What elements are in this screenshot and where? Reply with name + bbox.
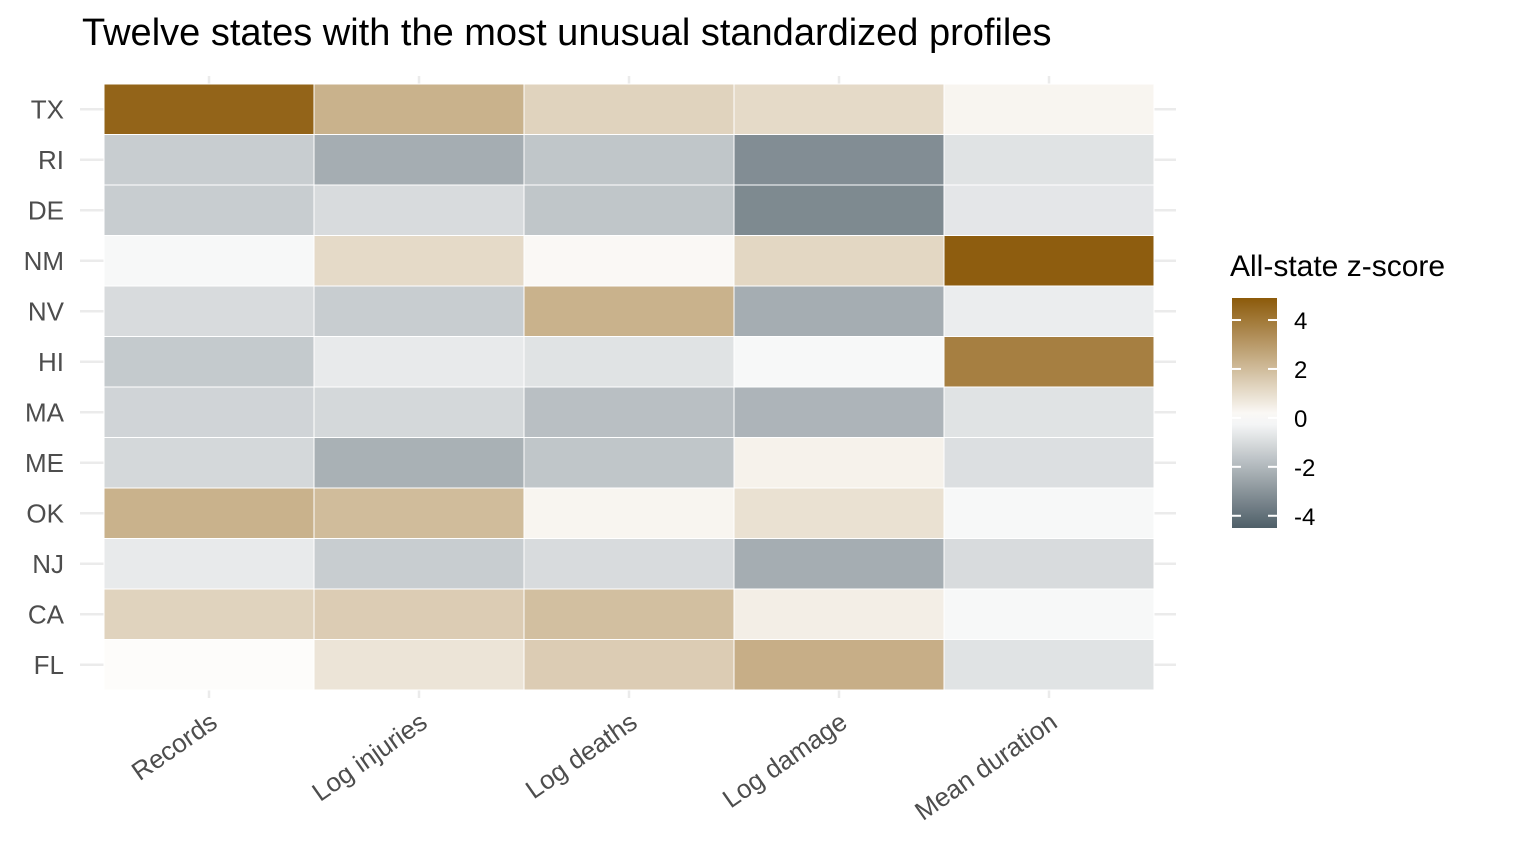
heatmap-tile — [523, 588, 735, 640]
heatmap-tile — [103, 487, 315, 539]
heatmap-tile — [733, 437, 945, 489]
heatmap-tile — [733, 83, 945, 135]
legend-tick-label: -4 — [1294, 504, 1315, 531]
x-axis: Records Log injuries Log deaths Log damage M… — [126, 706, 1063, 826]
heatmap-tile — [943, 639, 1155, 691]
legend-tick-label: 4 — [1294, 308, 1307, 335]
heatmap-tile — [313, 235, 525, 287]
heatmap-tile — [733, 487, 945, 539]
heatmap-tile — [733, 184, 945, 236]
y-tick-label: HI — [38, 347, 64, 377]
heatmap-tile — [943, 588, 1155, 640]
heatmap-tile — [103, 285, 315, 337]
heatmap-tile — [943, 184, 1155, 236]
heatmap-tile — [943, 83, 1155, 135]
heatmap-tile — [523, 134, 735, 186]
heatmap-tile — [733, 639, 945, 691]
heatmap-tile — [733, 134, 945, 186]
heatmap-tile — [103, 83, 315, 135]
legend-title: All-state z-score — [1230, 250, 1445, 283]
heatmap-tile — [313, 336, 525, 388]
heatmap-tile — [103, 437, 315, 489]
x-tick-label: Log damage — [717, 706, 853, 813]
legend-ticks: 4 2 0 -2 -4 — [1232, 308, 1315, 531]
y-tick-label: DE — [28, 195, 64, 225]
heatmap-tile — [943, 285, 1155, 337]
heatmap-tile — [523, 538, 735, 590]
heatmap-tile — [733, 285, 945, 337]
heatmap-tile — [523, 437, 735, 489]
legend-tick-label: 0 — [1294, 406, 1307, 433]
heatmap-tile — [103, 235, 315, 287]
heatmap-tile — [733, 588, 945, 640]
heatmap-tile — [313, 134, 525, 186]
x-tick-label: Records — [126, 706, 223, 786]
y-tick-label: OK — [26, 498, 64, 528]
legend: All-state z-score 4 2 0 -2 -4 — [1230, 250, 1445, 531]
heatmap-tile — [313, 437, 525, 489]
heatmap-tile — [733, 336, 945, 388]
x-tick-label: Mean duration — [909, 706, 1062, 826]
heatmap-tile — [943, 538, 1155, 590]
y-tick-label: MA — [25, 397, 65, 427]
heatmap-tile — [733, 386, 945, 438]
y-tick-label: NV — [28, 296, 65, 326]
heatmap-tile — [943, 487, 1155, 539]
y-tick-label: TX — [31, 94, 64, 124]
heatmap-tile — [523, 487, 735, 539]
heatmap-tiles — [103, 83, 1155, 691]
heatmap-tile — [523, 184, 735, 236]
legend-tick-label: 2 — [1294, 357, 1307, 384]
heatmap-tile — [523, 639, 735, 691]
heatmap-tile — [313, 285, 525, 337]
y-tick-label: FL — [34, 650, 64, 680]
y-tick-label: NJ — [32, 549, 64, 579]
chart-title: Twelve states with the most unusual stan… — [82, 12, 1052, 54]
heatmap-tile — [313, 184, 525, 236]
heatmap-tile — [313, 83, 525, 135]
heatmap-tile — [943, 336, 1155, 388]
y-tick-label: RI — [38, 145, 64, 175]
heatmap-tile — [103, 386, 315, 438]
heatmap-tile — [103, 588, 315, 640]
y-tick-label: ME — [25, 448, 64, 478]
heatmap-tile — [943, 235, 1155, 287]
heatmap-tile — [103, 538, 315, 590]
legend-colorbar — [1232, 298, 1277, 528]
heatmap-tile — [523, 285, 735, 337]
x-tick-label: Log deaths — [520, 706, 643, 804]
heatmap-tile — [523, 235, 735, 287]
heatmap-tile — [103, 639, 315, 691]
heatmap-tile — [313, 487, 525, 539]
heatmap-tile — [523, 386, 735, 438]
heatmap-tile — [313, 386, 525, 438]
y-tick-label: NM — [24, 246, 64, 276]
heatmap-tile — [523, 336, 735, 388]
heatmap-tile — [313, 538, 525, 590]
heatmap-tile — [103, 336, 315, 388]
heatmap-tile — [313, 639, 525, 691]
heatmap-tile — [103, 134, 315, 186]
heatmap-tile — [943, 437, 1155, 489]
heatmap-tile — [733, 538, 945, 590]
heatmap-tile — [103, 184, 315, 236]
heatmap-tile — [943, 386, 1155, 438]
heatmap-tile — [313, 588, 525, 640]
y-axis: TX RI DE NM NV HI MA ME OK NJ CA FL — [24, 94, 65, 680]
heatmap-tile — [733, 235, 945, 287]
y-tick-label: CA — [28, 599, 65, 629]
legend-tick-label: -2 — [1294, 455, 1315, 482]
x-tick-label: Log injuries — [306, 706, 432, 807]
heatmap-tile — [523, 83, 735, 135]
heatmap-tile — [943, 134, 1155, 186]
